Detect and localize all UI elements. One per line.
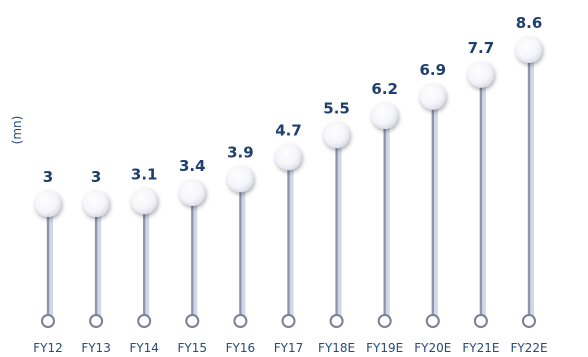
value-label: 4.7: [275, 121, 302, 139]
y-axis-label: (mn): [10, 116, 24, 145]
value-label: 3.1: [131, 165, 158, 183]
lollipop-head: [179, 180, 206, 206]
lollipop-head: [131, 188, 158, 215]
lollipop-FY21E: 7.7 FY21E: [462, 39, 499, 355]
base-ring: [89, 314, 104, 328]
lollipop-FY14: 3.1 FY14: [129, 165, 159, 355]
lollipop-head: [467, 61, 494, 88]
base-ring: [233, 314, 248, 328]
lollipop-FY22E: 8.6 FY22E: [510, 14, 547, 355]
lollipop-head: [419, 83, 446, 110]
lollipop-FY12: 3 FY12: [33, 168, 63, 355]
category-label: FY18E: [318, 341, 355, 355]
lollipop-head: [371, 103, 398, 129]
base-ring: [185, 314, 200, 328]
value-label: 6.2: [371, 80, 398, 98]
category-label: FY12: [33, 341, 63, 355]
category-label: FY14: [129, 341, 159, 355]
base-ring: [281, 314, 296, 328]
chart-marks: 3 FY12 3 FY13 3.1 FY14 3.4 FY15 3.9 FY16 4.7 FY17 5.…: [33, 14, 547, 355]
category-label: FY13: [81, 341, 111, 355]
lollipop-FY16: 3.9 FY16: [226, 143, 256, 355]
value-label: 8.6: [516, 14, 543, 32]
lollipop-FY13: 3 FY13: [81, 168, 111, 355]
value-label: 3.9: [227, 143, 254, 161]
value-label: 7.7: [468, 39, 495, 57]
lollipop-head: [83, 191, 110, 217]
lollipop-head: [516, 37, 542, 63]
lollipop-head: [323, 122, 350, 149]
lollipop-FY19E: 6.2 FY19E: [366, 80, 403, 355]
category-label: FY17: [274, 341, 304, 355]
lollipop-head: [227, 166, 254, 193]
lollipop-head: [275, 144, 302, 171]
base-ring: [137, 314, 152, 328]
value-label: 3: [43, 168, 53, 186]
category-label: FY15: [178, 341, 208, 355]
base-ring: [425, 314, 440, 328]
value-label: 6.9: [420, 61, 447, 79]
value-label: 5.5: [323, 99, 350, 117]
category-label: FY20E: [414, 341, 451, 355]
base-ring: [41, 314, 55, 328]
base-ring: [522, 314, 536, 328]
category-label: FY19E: [366, 341, 403, 355]
category-label: FY22E: [510, 341, 547, 355]
category-label: FY16: [226, 341, 256, 355]
base-ring: [473, 314, 488, 328]
value-label: 3: [91, 168, 101, 186]
lollipop-FY15: 3.4 FY15: [178, 157, 208, 355]
lollipop-FY20E: 6.9 FY20E: [414, 61, 451, 355]
lollipop-FY18E: 5.5 FY18E: [318, 99, 355, 355]
category-label: FY21E: [462, 341, 499, 355]
lollipop-head: [35, 191, 61, 217]
base-ring: [377, 314, 392, 328]
lollipop-FY17: 4.7 FY17: [274, 121, 304, 355]
value-label: 3.4: [179, 157, 206, 175]
base-ring: [329, 314, 344, 328]
